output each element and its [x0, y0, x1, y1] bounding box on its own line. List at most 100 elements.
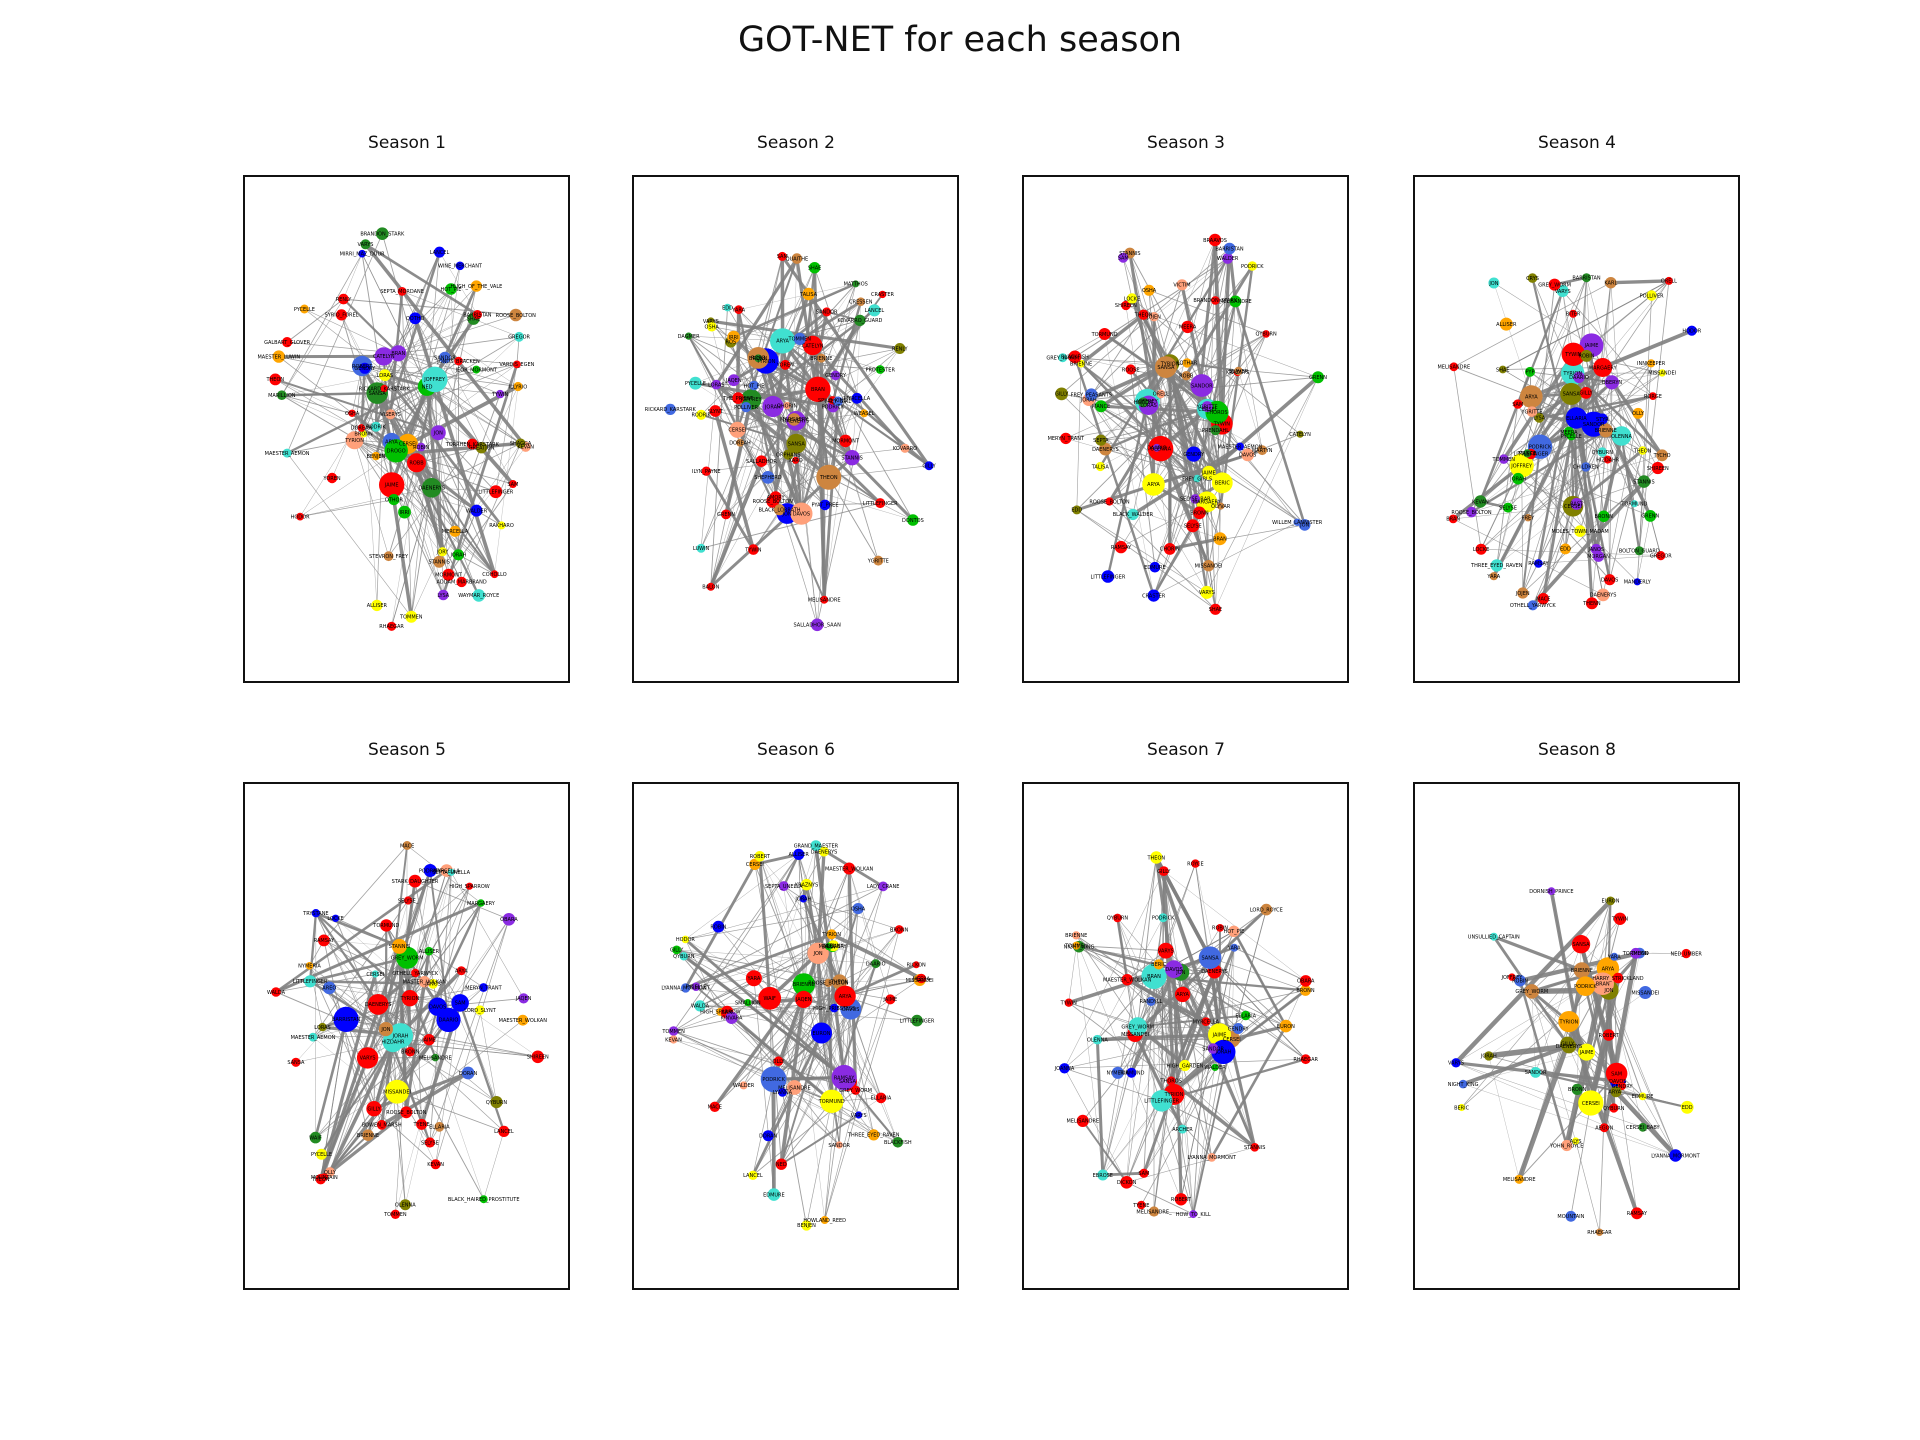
- character-label: MELISANDRE: [419, 1055, 452, 1061]
- character-label: MANCE: [1092, 404, 1110, 410]
- character-node: [803, 335, 823, 356]
- character-label: BERIC: [1215, 481, 1231, 487]
- character-label: TOMMEN: [661, 1029, 685, 1035]
- character-node: [1152, 443, 1161, 452]
- character-node: [839, 434, 852, 448]
- character-label: RAST: [1570, 502, 1584, 508]
- character-label: TYWIN: [1060, 1001, 1078, 1007]
- edge: [281, 395, 392, 442]
- network-panel: DAENERYS JON TYRION CERSEI JAIME SANSA ARYA BRA…: [1022, 782, 1349, 1290]
- character-node: [1632, 407, 1644, 419]
- character-node: [1458, 1079, 1468, 1089]
- character-label: MYRCELLA: [1193, 1019, 1220, 1025]
- character-label: DAENERYS: [783, 419, 810, 425]
- edge: [1102, 857, 1157, 1176]
- character-label: POLLIVER: [1640, 293, 1665, 299]
- labels: ROBERT NED CERSEI TYRION JOFFREY SANSA ARYA JAI…: [257, 232, 536, 631]
- character-label: LYSA: [1533, 416, 1545, 422]
- character-label: CRESSEN: [849, 300, 873, 306]
- character-node: [282, 337, 293, 348]
- character-node: [769, 491, 782, 503]
- character-label: JAQEN: [515, 996, 532, 1002]
- edge: [767, 981, 841, 1136]
- character-node: [1198, 946, 1222, 969]
- character-node: [438, 589, 449, 601]
- character-node: [694, 1000, 706, 1012]
- character-node: [326, 472, 338, 484]
- character-node: [1127, 508, 1139, 521]
- character-node: [829, 1003, 839, 1013]
- character-label: THOROS: [1205, 410, 1227, 416]
- character-node: [1474, 495, 1487, 508]
- edge: [832, 369, 881, 401]
- network-panel: JON SANSA DAVOS MELISANDRE TORMUND BRIENNE POD…: [632, 782, 959, 1290]
- edge: [1146, 265, 1253, 402]
- character-node: [1230, 943, 1239, 952]
- character-label: GRENN: [1641, 514, 1659, 520]
- edge: [786, 513, 826, 601]
- edge: [1488, 1055, 1520, 1180]
- character-label: BRAN: [1213, 537, 1227, 543]
- character-node: [778, 881, 789, 892]
- character-label: MELISANDRE: [778, 1085, 811, 1091]
- edge: [1131, 994, 1183, 1073]
- character-node: [1499, 454, 1509, 464]
- figure-title: GOT-NET for each season: [737, 20, 1183, 60]
- edge: [1221, 258, 1229, 483]
- edge: [1602, 282, 1612, 368]
- character-node: [672, 945, 681, 955]
- character-node: [408, 874, 422, 888]
- edge: [354, 440, 389, 557]
- edge: [1153, 522, 1298, 596]
- edge: [1516, 1043, 1570, 1181]
- character-node: [1217, 502, 1225, 510]
- character-label: RICKON: [907, 963, 926, 969]
- character-node: [502, 913, 516, 926]
- character-node: [1565, 1210, 1577, 1222]
- character-node: [1558, 1011, 1580, 1033]
- character-label: SMALLJON: [735, 1000, 761, 1006]
- character-label: DAENERYS: [1590, 593, 1617, 599]
- edge: [1584, 985, 1616, 1109]
- character-label: DAENERYS: [365, 1002, 392, 1008]
- character-label: MELISANDRE: [1219, 299, 1252, 305]
- character-label: BLACK_LORRATH: [758, 508, 800, 514]
- edge: [1522, 435, 1572, 594]
- edge: [706, 447, 906, 472]
- character-node: [741, 402, 752, 413]
- character-node: [451, 994, 469, 1012]
- character-label: ROBERT: [750, 854, 771, 860]
- character-node: [1211, 472, 1233, 494]
- edge: [794, 946, 833, 1088]
- character-label: THOROS: [1160, 1079, 1182, 1085]
- character-node: [1592, 550, 1605, 562]
- character-label: ELLARIA: [871, 1096, 892, 1102]
- character-label: HOT_PIE: [441, 287, 462, 293]
- character-node: [1211, 296, 1220, 305]
- edge: [1543, 373, 1573, 599]
- edge: [1137, 971, 1215, 1027]
- edge: [362, 365, 477, 370]
- character-node: [379, 369, 391, 382]
- edge: [341, 314, 393, 486]
- character-node: [490, 570, 499, 579]
- character-label: ORELL: [1153, 392, 1169, 398]
- character-node: [725, 1011, 738, 1024]
- edge: [845, 978, 922, 997]
- character-label: RAMSAY: [1627, 1211, 1648, 1217]
- character-label: YGRITTE: [1196, 404, 1218, 410]
- character-label: PYCELLE: [1561, 434, 1582, 440]
- character-node: [1201, 465, 1216, 480]
- character-node: [760, 1066, 787, 1093]
- character-node: [1649, 392, 1657, 400]
- panel-title: Season 7: [1147, 740, 1225, 760]
- character-label: PODRICK: [1574, 984, 1597, 990]
- character-label: JAQEN: [795, 997, 812, 1003]
- edge: [364, 243, 479, 316]
- character-node: [379, 472, 405, 498]
- character-node: [531, 1050, 545, 1064]
- character-node: [1223, 242, 1236, 255]
- character-node: [1126, 293, 1138, 304]
- character-node: [1241, 448, 1255, 462]
- character-node: [1634, 546, 1644, 556]
